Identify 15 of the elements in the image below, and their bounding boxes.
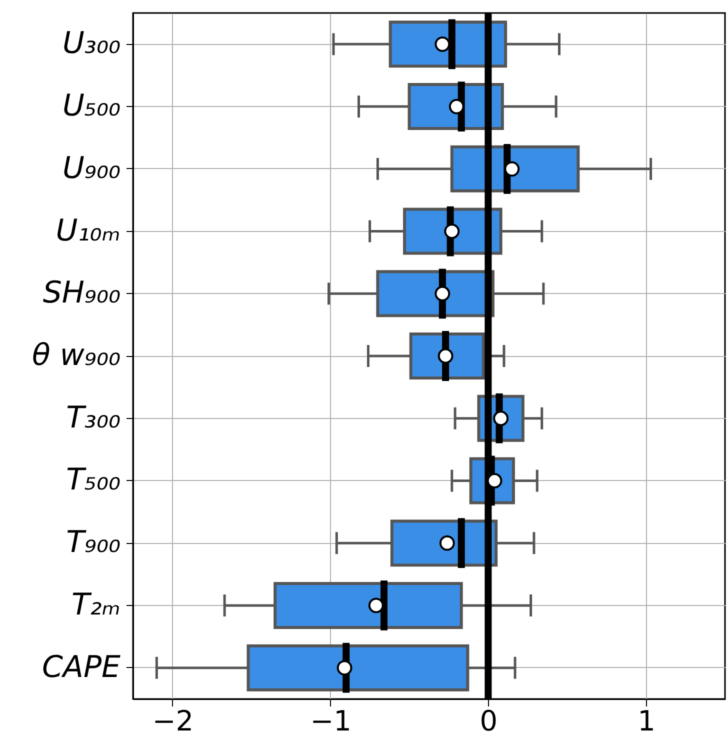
- x-tick-label: 1: [638, 704, 656, 738]
- x-tick-label: −2: [152, 704, 194, 738]
- y-tick-label: SH₉₀₀: [42, 276, 120, 311]
- y-tick-label: U₁₀ₘ: [56, 213, 120, 248]
- x-tick-label: 0: [480, 704, 498, 738]
- y-tick-label: T₃₀₀: [66, 400, 120, 436]
- y-tick-label: CAPE: [42, 650, 121, 685]
- y-tick-label: θ w₉₀₀: [32, 338, 120, 373]
- y-tick-label: U₉₀₀: [62, 150, 120, 186]
- y-tick-label: T₅₀₀: [66, 462, 120, 498]
- y-tick-label: T₂ₘ: [71, 587, 120, 622]
- y-tick-label: U₅₀₀: [62, 88, 120, 124]
- y-tick-label: T₉₀₀: [66, 525, 120, 560]
- x-tick-label: −1: [310, 704, 352, 738]
- y-tick-label: U₃₀₀: [62, 26, 120, 62]
